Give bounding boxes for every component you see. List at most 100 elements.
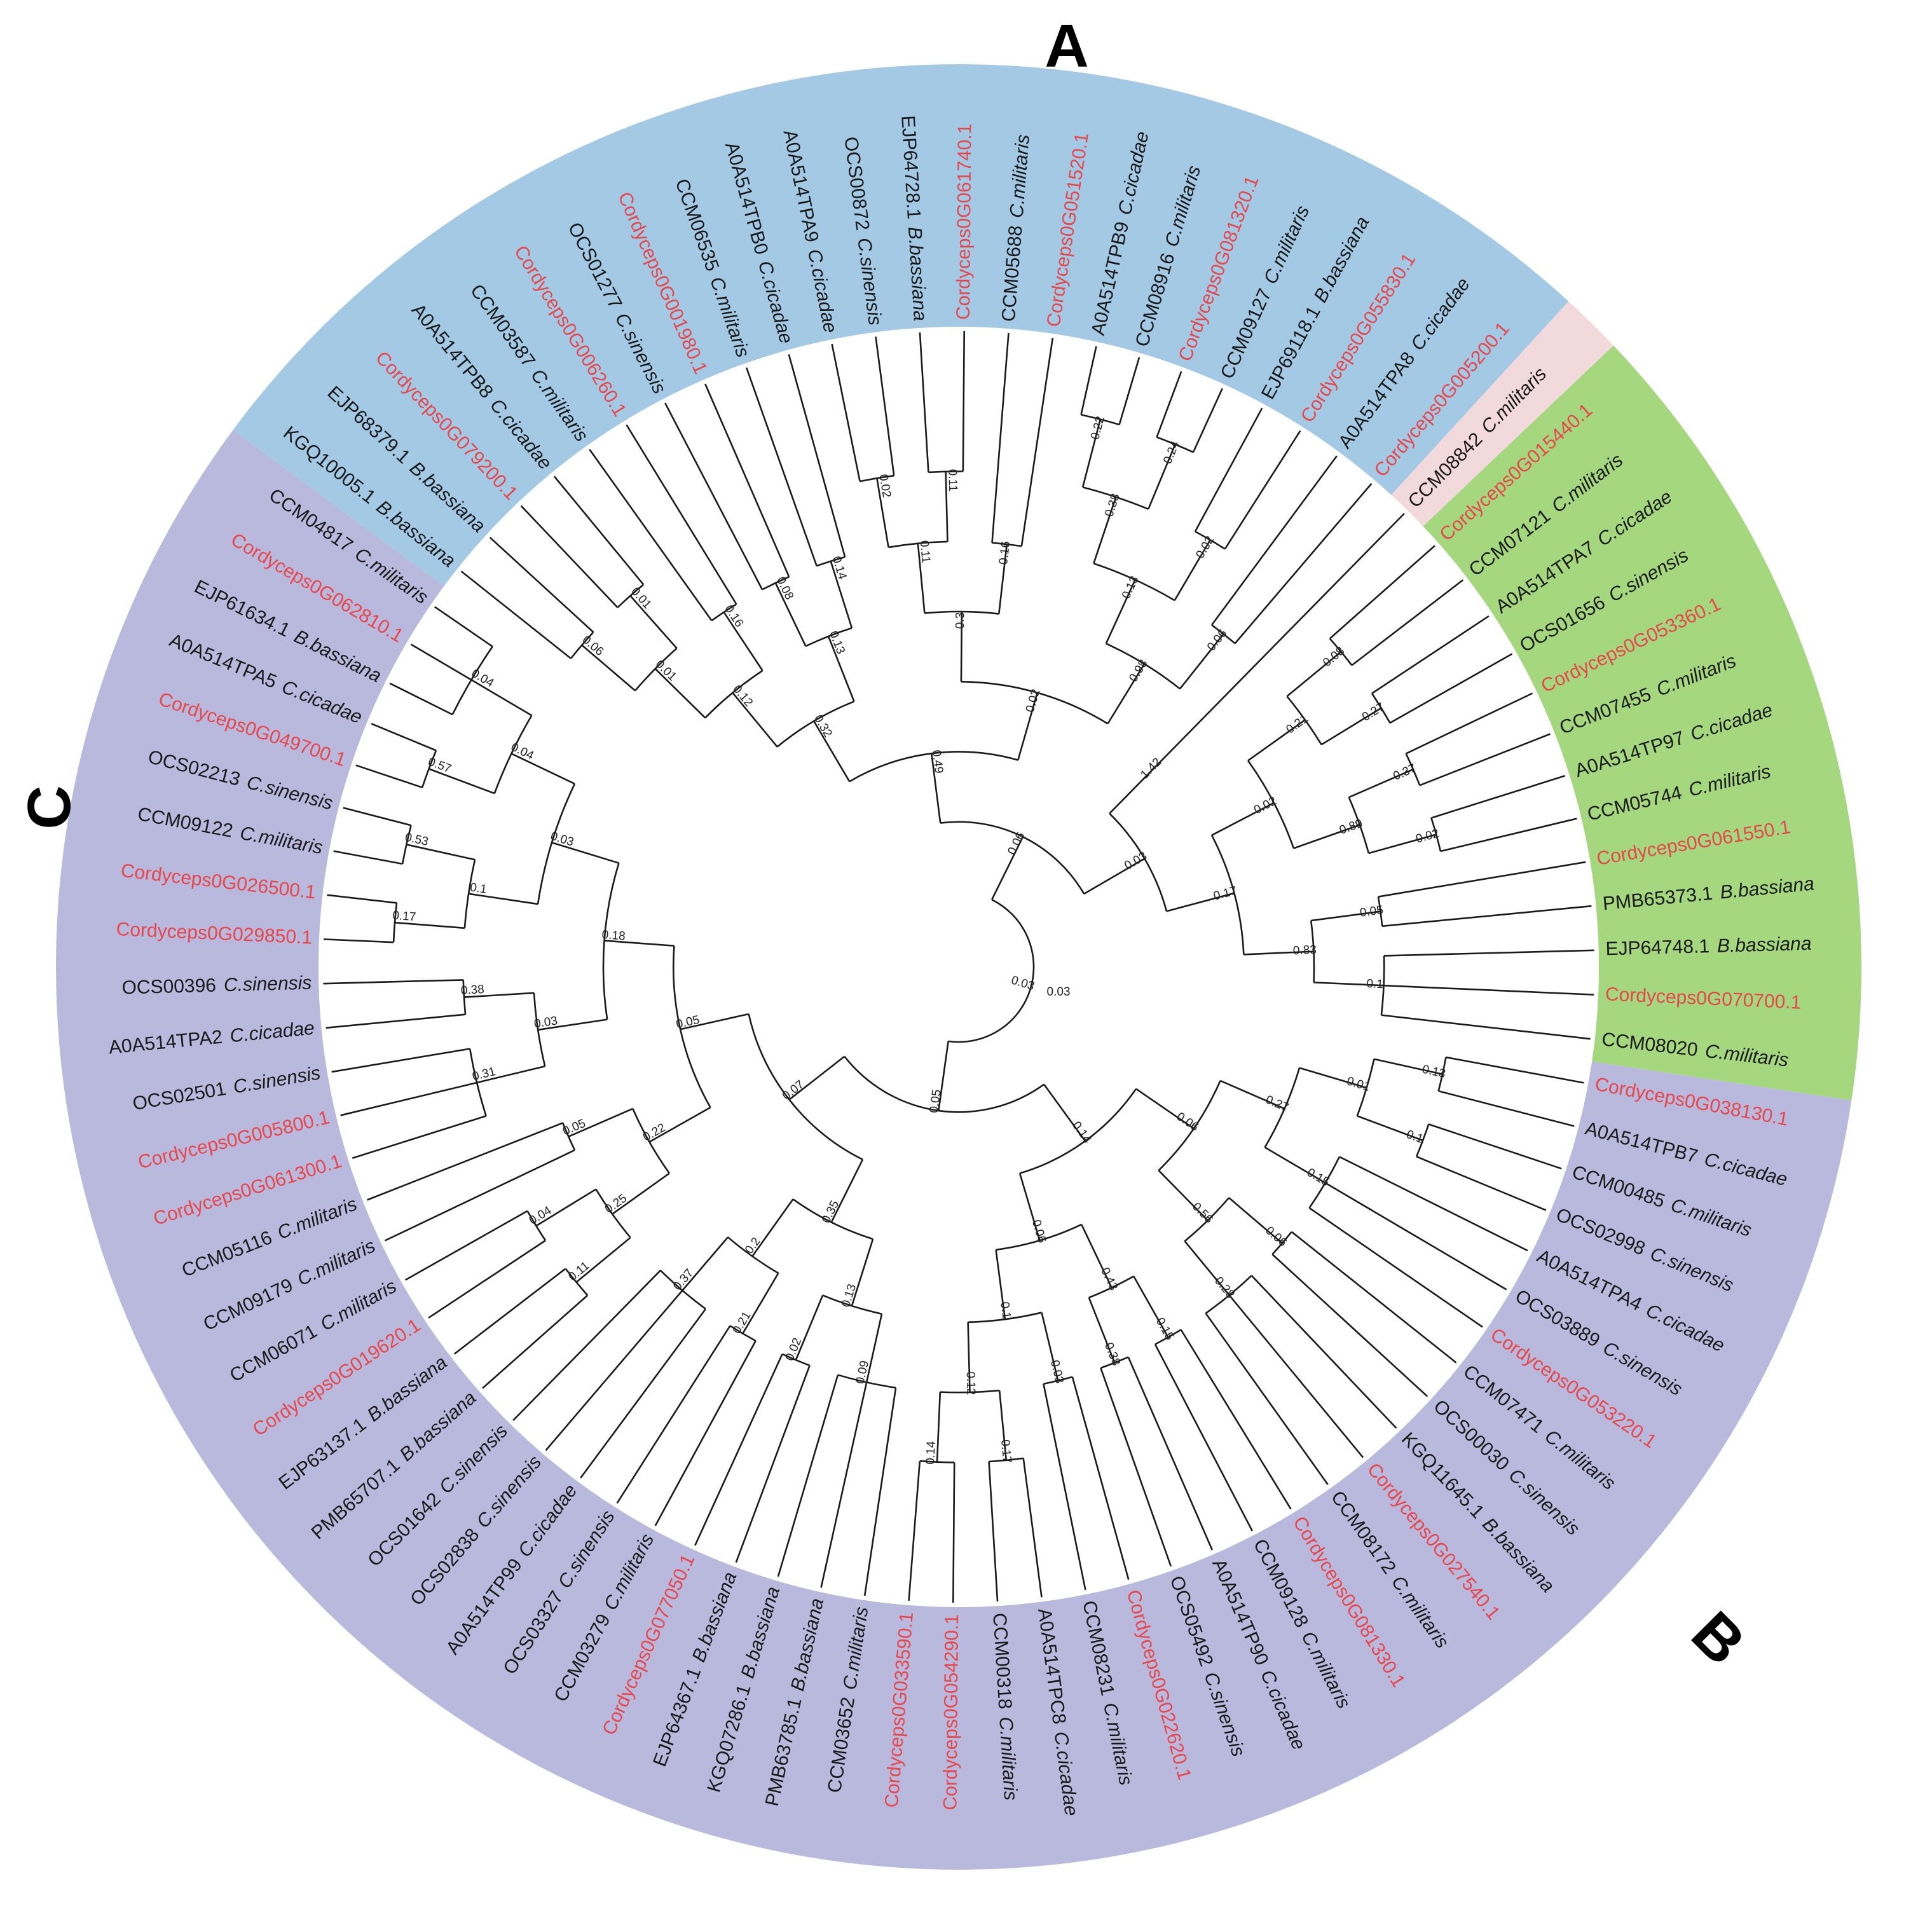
branch-161	[1041, 1312, 1059, 1381]
branch-147	[1018, 1173, 1041, 1241]
branch-175	[788, 1055, 846, 1100]
branch-42	[875, 336, 895, 476]
branch-35	[960, 612, 963, 682]
branch-100	[1431, 775, 1566, 819]
clade-arc-79	[1210, 835, 1245, 955]
root-length-label: 0.03	[1047, 985, 1071, 999]
branch-17	[520, 505, 619, 608]
branch-248	[355, 764, 423, 788]
branch-7	[732, 692, 778, 748]
branch-length: 0.18	[601, 928, 626, 943]
branch-length: 0.49	[929, 749, 945, 774]
clade-band-d	[1391, 301, 1614, 526]
branch-3	[930, 753, 942, 823]
branch-98	[1368, 833, 1437, 854]
branch-218	[367, 1122, 563, 1201]
branch-28	[704, 383, 790, 577]
branch-121	[1299, 1067, 1367, 1089]
branch-201	[680, 1013, 749, 1031]
branch-88	[1320, 707, 1382, 746]
clade-arc-118	[1158, 1080, 1221, 1171]
branch-144	[1250, 1275, 1397, 1429]
clade-arc-38	[888, 540, 948, 549]
clade-arc-182	[837, 1374, 896, 1389]
inner-disc	[319, 327, 1599, 1607]
branch-length: 0.1	[997, 1301, 1013, 1320]
branch-223	[476, 1065, 545, 1084]
branch-69	[1179, 633, 1224, 690]
clade-arc-36	[924, 610, 999, 615]
clade-arc-34	[961, 680, 1109, 725]
clade-arc-10	[634, 647, 678, 692]
branch-252	[389, 682, 453, 716]
branch-94	[1348, 768, 1414, 798]
branch-104	[1311, 910, 1381, 922]
branch-97	[1419, 733, 1551, 786]
branch-87	[1351, 579, 1464, 666]
clade-arc-109	[1380, 956, 1385, 1015]
branch-117	[1135, 1088, 1195, 1130]
clade-arc-176	[748, 1013, 863, 1161]
leaf-label: Cordyceps0G061740.1	[953, 123, 976, 320]
clade-arc-132	[1308, 1156, 1341, 1209]
branch-211	[535, 1188, 597, 1227]
branch-18	[553, 476, 645, 586]
clade-arc-220	[602, 863, 620, 1020]
branch-214	[405, 1210, 528, 1281]
branch-142	[1184, 1240, 1230, 1296]
branch-67	[1194, 408, 1263, 532]
branch-27	[664, 402, 764, 590]
branch-203	[648, 1106, 711, 1143]
branch-198	[580, 1308, 706, 1479]
branch-91	[1389, 653, 1512, 724]
branch-84	[1286, 651, 1342, 697]
branch-72	[1234, 483, 1373, 644]
branch-136	[1158, 1170, 1209, 1221]
clade-arc-150	[1088, 1275, 1134, 1299]
branch-167	[998, 1390, 1008, 1461]
branch-155	[1088, 1297, 1116, 1364]
clade-arc-160	[968, 1312, 1042, 1324]
branch-101	[1440, 818, 1577, 853]
branch-157	[1127, 1357, 1213, 1551]
branch-230	[325, 1013, 466, 1029]
branch-1	[991, 836, 1024, 900]
clade-arc-4	[849, 751, 1018, 783]
clade-label-a: A	[1045, 12, 1088, 80]
branch-82	[1247, 719, 1306, 762]
branch-177	[830, 1159, 864, 1223]
branch-226	[340, 1081, 477, 1116]
branch-length: 0.83	[1292, 943, 1317, 958]
branch-249	[371, 723, 437, 751]
branch-186	[795, 1294, 824, 1360]
clade-arc-202	[672, 945, 711, 1108]
clade-arc-245	[493, 715, 533, 794]
clade-arc-89	[1371, 693, 1391, 723]
branch-232	[551, 842, 619, 864]
branch-23	[827, 636, 855, 702]
branch-123	[1374, 1058, 1443, 1075]
branch-171	[936, 1392, 942, 1462]
branch-77	[1158, 512, 1405, 764]
branch-165	[967, 1322, 971, 1393]
clade-arc-74	[1109, 812, 1168, 912]
clade-arc-166	[940, 1389, 1000, 1394]
clade-label-b: B	[1679, 1599, 1758, 1678]
branch-25	[774, 582, 807, 647]
branch-11	[581, 644, 636, 692]
branch-9	[654, 668, 706, 719]
clade-band-b	[56, 430, 1852, 1870]
branch-96	[1406, 692, 1533, 755]
branch-41	[831, 343, 861, 482]
branch-46	[962, 331, 966, 472]
leaf-species: B.bassiana	[1717, 933, 1812, 957]
branch-73	[1083, 858, 1146, 895]
branch-242	[333, 850, 403, 865]
clade-band-c	[1423, 345, 1861, 1100]
branch-215	[568, 1107, 633, 1138]
branch-169	[1022, 1458, 1043, 1598]
leaf-label: OCS00396 C.sinensis	[121, 973, 312, 999]
branch-141	[1271, 1254, 1428, 1397]
branch-50	[1020, 338, 1054, 547]
